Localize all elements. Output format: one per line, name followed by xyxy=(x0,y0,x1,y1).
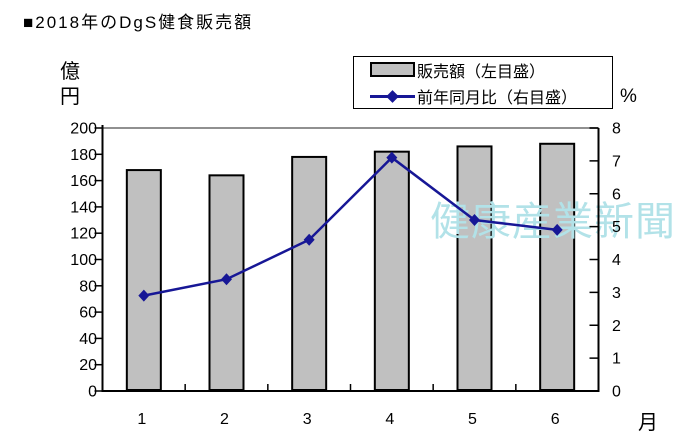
yoy-line xyxy=(143,155,558,297)
right-tick-label: 3 xyxy=(612,285,621,302)
left-tick-label: 80 xyxy=(79,278,97,295)
left-tick-label: 100 xyxy=(70,252,97,269)
left-tick-label: 120 xyxy=(70,226,97,243)
right-tick-label: 4 xyxy=(612,252,621,269)
left-tick-label: 60 xyxy=(79,305,97,322)
yoy-marker xyxy=(386,151,398,164)
line-diamond-swatch-icon xyxy=(370,86,415,106)
left-tick-label: 200 xyxy=(70,121,97,138)
right-tick-label: 7 xyxy=(612,153,621,170)
right-tick-label: 1 xyxy=(612,351,621,368)
x-tick-label: 2 xyxy=(220,411,229,428)
watermark-text: 健康産業新聞 xyxy=(430,200,676,244)
sales-bar xyxy=(373,150,410,391)
x-tick-label: 6 xyxy=(551,411,560,428)
right-tick-label: 5 xyxy=(612,219,621,236)
legend-sales-label: 販売額（左目盛） xyxy=(417,63,546,81)
right-tick-label: 6 xyxy=(612,186,621,203)
legend-yoy-label: 前年同月比（右目盛） xyxy=(417,89,578,107)
chart-title: ■2018年のDgS健食販売額 xyxy=(23,13,254,32)
sales-bar xyxy=(125,169,162,391)
left-tick-label: 140 xyxy=(70,199,97,216)
left-tick-label: 20 xyxy=(79,357,97,374)
yoy-marker xyxy=(221,273,232,286)
legend-item-yoy: 前年同月比（右目盛） xyxy=(354,84,612,108)
yoy-marker xyxy=(551,223,563,236)
x-tick-label: 3 xyxy=(303,411,312,428)
yoy-marker xyxy=(138,289,150,302)
left-tick-label: 40 xyxy=(79,331,97,348)
right-tick-label: 2 xyxy=(612,318,621,335)
sales-bar xyxy=(539,142,576,391)
x-tick-label: 1 xyxy=(137,411,146,428)
yoy-marker xyxy=(303,233,315,246)
left-tick-label: 0 xyxy=(88,384,97,401)
legend-box: 販売額（左目盛） 前年同月比（右目盛） xyxy=(353,56,613,109)
left-axis-unit-label: 億円 xyxy=(60,61,80,108)
sales-bar xyxy=(456,145,493,391)
yoy-marker xyxy=(469,214,480,227)
x-tick-label: 5 xyxy=(468,411,477,428)
left-tick-label: 160 xyxy=(70,173,97,190)
legend-item-sales: 販売額（左目盛） xyxy=(354,58,612,82)
x-tick-label: 4 xyxy=(385,411,394,428)
right-tick-label: 8 xyxy=(612,121,621,138)
bar-swatch-icon xyxy=(370,62,415,77)
right-axis-unit-label: % xyxy=(620,86,637,107)
x-axis-unit-label: 月 xyxy=(638,412,658,434)
sales-bar xyxy=(291,155,328,391)
right-tick-label: 0 xyxy=(612,384,621,401)
left-tick-label: 180 xyxy=(70,147,97,164)
